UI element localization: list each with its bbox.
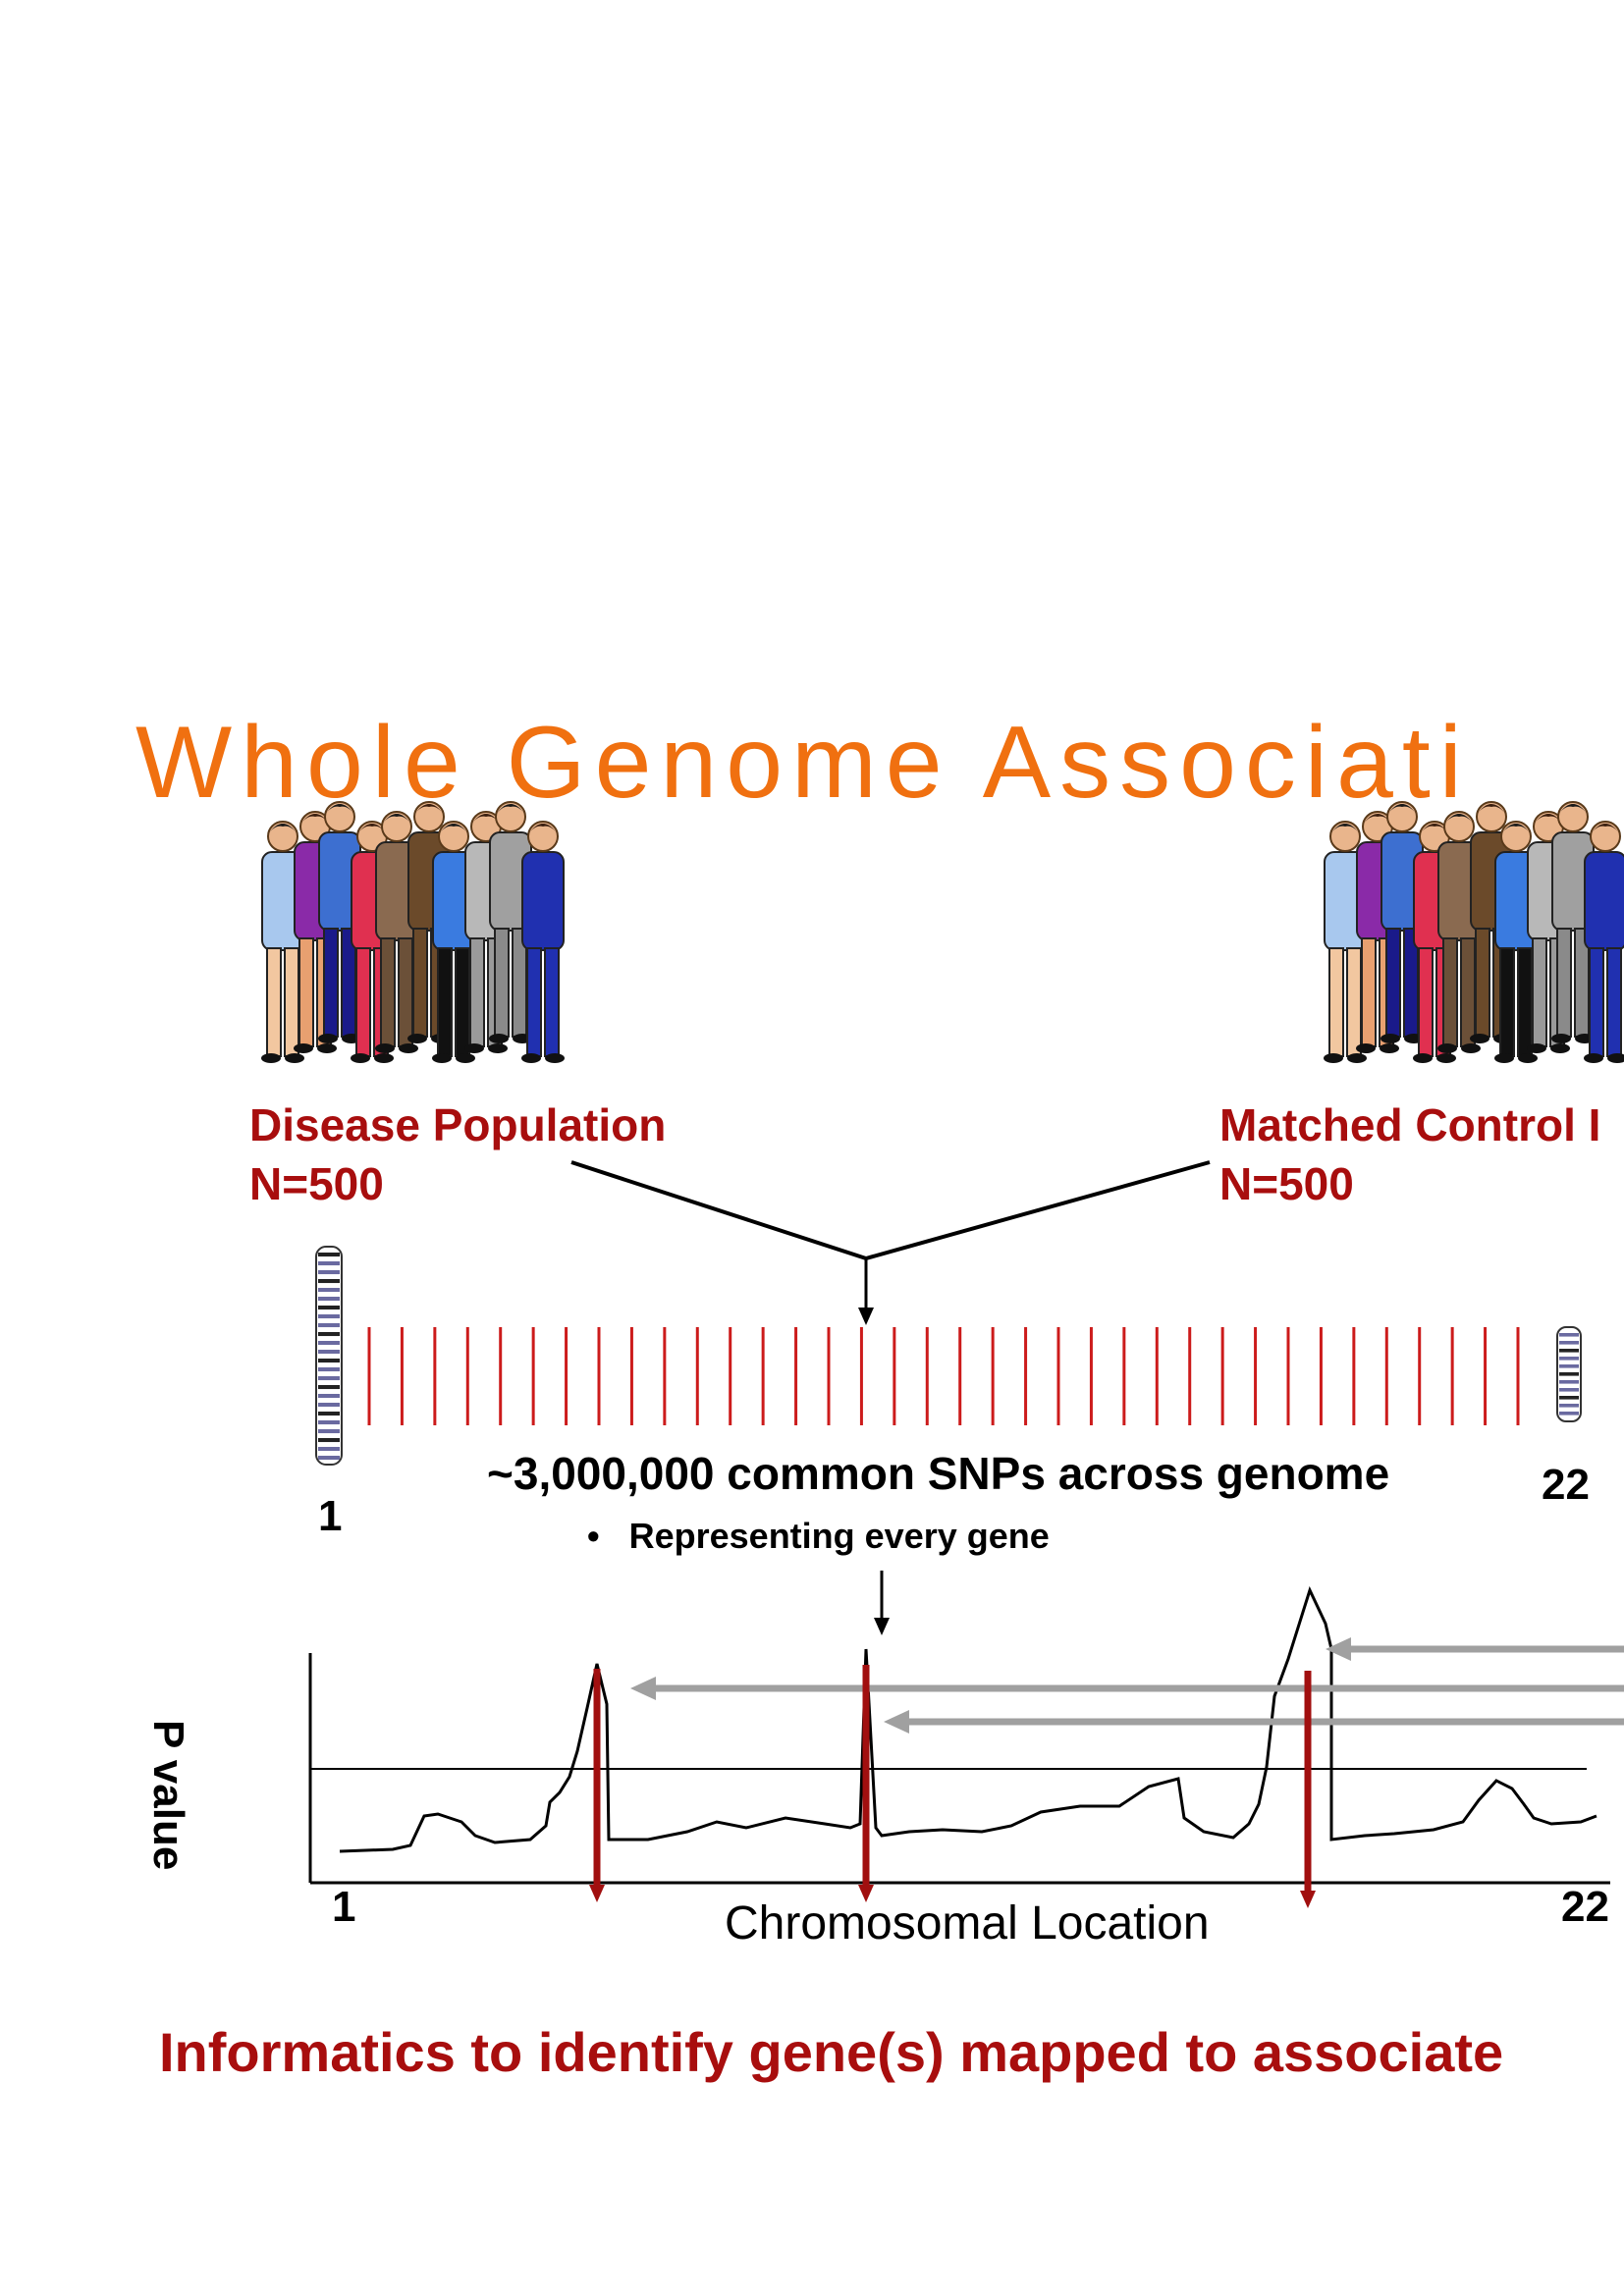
chromosome-band <box>1559 1341 1579 1345</box>
person-figure-icon <box>1551 801 1595 1043</box>
chromosome-band <box>318 1323 340 1328</box>
chromosome-1-ideogram-icon <box>315 1246 343 1466</box>
chromosome-band <box>318 1429 340 1434</box>
person-figure-icon <box>1584 821 1624 1063</box>
person-figure-icon <box>1494 821 1538 1063</box>
x-axis-start-label: 1 <box>332 1883 356 1931</box>
control-population-name: Matched Control I <box>1219 1099 1601 1150</box>
snp-markers <box>367 1327 1520 1425</box>
disease-population-crowd-icon <box>261 801 565 1063</box>
person-figure-icon <box>318 801 361 1043</box>
snp-bullet-text: Representing every gene <box>628 1516 1050 1556</box>
person-figure-icon <box>521 821 565 1063</box>
peak-markers <box>589 1665 1316 1908</box>
conclusion-text: Informatics to identify gene(s) mapped t… <box>159 2021 1504 2083</box>
chromosome-band <box>1559 1404 1579 1408</box>
chromosome-band <box>318 1376 340 1381</box>
chromosome-band <box>1559 1357 1579 1361</box>
chromosome-22-ideogram-icon <box>1556 1326 1582 1422</box>
peak-gray-arrows <box>630 1637 1624 1734</box>
chromosome-band <box>318 1456 340 1461</box>
chromosome-band <box>318 1412 340 1416</box>
person-figure-icon <box>1324 821 1367 1063</box>
disease-population-label: Disease Population N=500 <box>249 1095 666 1213</box>
chromosome-band <box>318 1253 340 1257</box>
down-arrow-icon <box>874 1571 890 1635</box>
x-axis-label: Chromosomal Location <box>725 1897 1210 1949</box>
chromosome-start-label: 1 <box>318 1492 343 1540</box>
chromosome-band <box>318 1306 340 1310</box>
chromosome-band <box>318 1297 340 1302</box>
control-population-label: Matched Control I N=500 <box>1219 1095 1600 1213</box>
chromosome-band <box>318 1447 340 1452</box>
person-figure-icon <box>375 811 418 1053</box>
chromosome-band <box>1559 1380 1579 1384</box>
chromosome-band <box>318 1314 340 1319</box>
chromosome-band <box>318 1403 340 1408</box>
chromosome-band <box>318 1270 340 1275</box>
person-figure-icon <box>489 801 532 1043</box>
chromosome-band <box>318 1367 340 1372</box>
chromosome-end-label: 22 <box>1542 1461 1590 1509</box>
control-population-crowd-icon <box>1324 801 1624 1063</box>
chromosome-band <box>318 1261 340 1266</box>
chromosome-band <box>318 1350 340 1355</box>
chromosome-band <box>318 1359 340 1363</box>
person-figure-icon <box>432 821 475 1063</box>
disease-population-name: Disease Population <box>249 1099 667 1150</box>
chromosome-band <box>318 1332 340 1337</box>
chromosome-band <box>318 1279 340 1284</box>
chromosome-band <box>318 1385 340 1390</box>
person-figure-icon <box>1437 811 1481 1053</box>
chromosome-band <box>318 1438 340 1443</box>
page-title: Whole Genome Associati <box>135 706 1471 820</box>
chromosome-band <box>1559 1388 1579 1392</box>
p-value-curve <box>339 1585 1597 1853</box>
person-figure-icon <box>1380 801 1424 1043</box>
snp-heading: ~3,000,000 common SNPs across genome <box>487 1448 1390 1499</box>
converging-arrow-icon <box>570 1160 1211 1325</box>
snp-bullet-item: • Representing every gene <box>587 1516 1050 1557</box>
bullet-dot-icon: • <box>587 1516 629 1556</box>
y-axis-label: P value <box>144 1720 192 1871</box>
chromosome-band <box>318 1341 340 1346</box>
chromosome-band <box>1559 1364 1579 1368</box>
chromosome-band <box>1559 1372 1579 1376</box>
chromosome-band <box>1559 1349 1579 1353</box>
control-population-count: N=500 <box>1219 1158 1354 1209</box>
x-axis-end-label: 22 <box>1561 1883 1609 1931</box>
disease-population-count: N=500 <box>249 1158 384 1209</box>
chromosome-band <box>318 1288 340 1293</box>
chromosome-band <box>1559 1396 1579 1400</box>
chromosome-band <box>318 1394 340 1399</box>
chromosome-band <box>1559 1412 1579 1415</box>
chromosome-band <box>1559 1333 1579 1337</box>
chromosome-band <box>318 1420 340 1425</box>
